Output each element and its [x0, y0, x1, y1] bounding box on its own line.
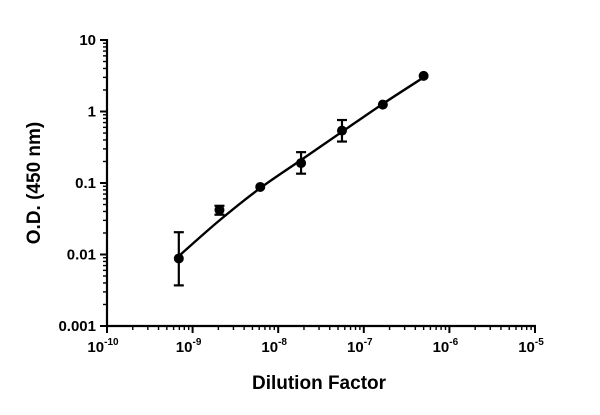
- axis-ticks: [100, 39, 536, 333]
- x-axis-title: Dilution Factor: [252, 373, 387, 394]
- x-tick-label: 10-6: [433, 337, 459, 356]
- data-point: [173, 253, 184, 264]
- plot-area: [173, 70, 429, 287]
- data-point: [214, 204, 225, 215]
- y-tick-label: 0.1: [75, 175, 96, 192]
- data-point: [255, 181, 266, 192]
- data-point: [377, 99, 388, 110]
- data-point: [296, 158, 307, 169]
- x-tick-label: 10-10: [87, 337, 119, 356]
- x-tick-label: 10-8: [261, 337, 287, 356]
- x-tick-label: 10-9: [176, 337, 202, 356]
- data-point: [418, 70, 429, 81]
- y-axis-title: O.D. (450 nm): [24, 122, 45, 244]
- x-tick-label: 10-5: [518, 337, 544, 356]
- y-tick-label: 1: [88, 104, 96, 121]
- x-tick-label: 10-7: [347, 337, 373, 356]
- data-point: [336, 125, 347, 136]
- axes: [105, 39, 536, 328]
- tick-labels: 0.001 0.01 0.1 1 10 10-10 10-9 10-8 10-7 10-6 10-5: [58, 32, 544, 356]
- y-tick-label: 0.001: [58, 318, 96, 335]
- y-tick-label: 0.01: [67, 247, 96, 264]
- y-tick-label: 10: [79, 32, 96, 49]
